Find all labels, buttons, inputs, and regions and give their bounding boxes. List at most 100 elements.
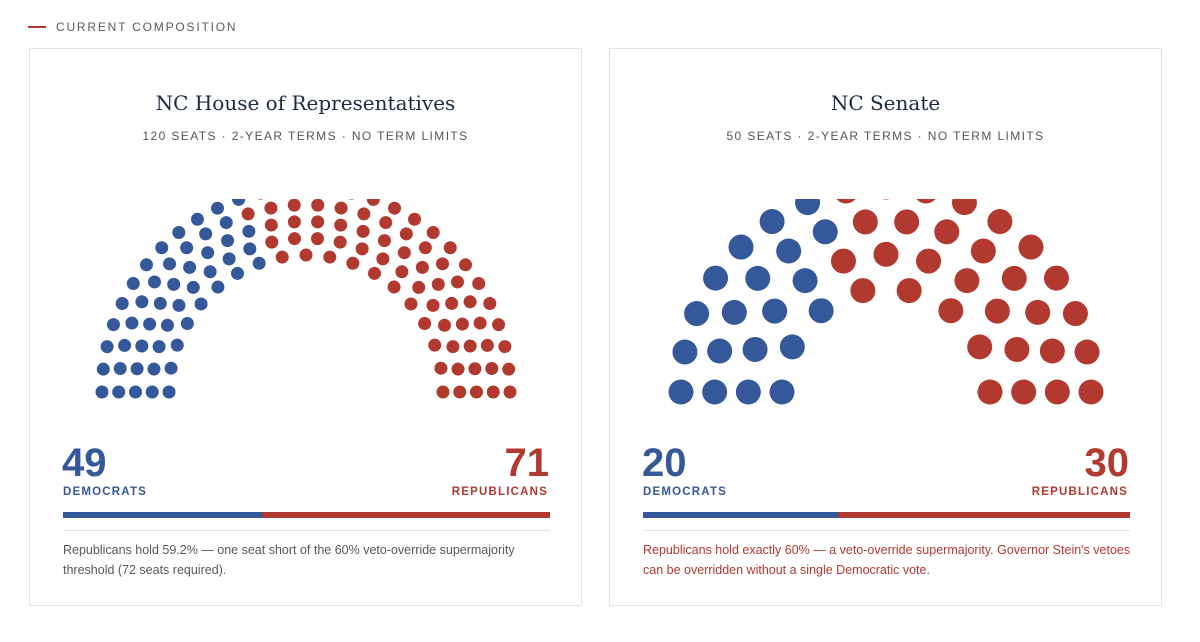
house-split-bar	[63, 512, 550, 518]
seat-democrat	[130, 362, 144, 376]
seat-republican	[458, 258, 472, 272]
seat-democrat	[672, 339, 698, 365]
seat-democrat	[684, 301, 710, 327]
seat-republican	[1011, 379, 1037, 405]
senate-note: Republicans hold exactly 60% — a veto-ov…	[643, 543, 1131, 577]
seat-democrat	[219, 216, 233, 230]
seat-republican	[408, 212, 422, 226]
seat-republican	[894, 209, 920, 235]
seat-republican	[288, 232, 302, 246]
seat-democrat	[115, 296, 129, 310]
seat-republican	[954, 268, 980, 294]
seat-republican	[852, 209, 878, 235]
seat-democrat	[162, 385, 176, 399]
senate-card: NC Senate 50 SEATS · 2-YEAR TERMS · NO T…	[609, 48, 1162, 606]
seat-republican	[483, 296, 497, 310]
seat-democrat	[135, 339, 149, 353]
seat-republican	[241, 207, 255, 221]
seat-republican	[265, 235, 279, 249]
senate-title: NC Senate	[830, 91, 941, 115]
seat-democrat	[126, 276, 140, 290]
house-rep-count: 71	[504, 441, 550, 485]
seat-republican	[970, 238, 996, 264]
seat-republican	[473, 316, 487, 330]
house-seat-chart	[95, 199, 517, 399]
seat-republican	[323, 250, 337, 264]
seat-republican	[987, 209, 1013, 235]
seat-democrat	[703, 265, 729, 291]
seat-democrat	[702, 379, 728, 405]
seat-republican	[934, 219, 960, 245]
seat-republican	[850, 278, 876, 304]
senate-split-dem	[643, 512, 838, 518]
seat-republican	[1025, 299, 1051, 325]
seat-republican	[502, 362, 516, 376]
seat-republican	[443, 241, 457, 255]
seat-democrat	[203, 265, 217, 279]
seat-republican	[446, 340, 460, 354]
seat-democrat	[792, 268, 818, 294]
seat-republican	[472, 276, 486, 290]
house-dem-count: 49	[62, 441, 107, 485]
seat-republican	[275, 250, 289, 264]
seat-democrat	[795, 199, 821, 216]
seat-republican	[426, 298, 440, 312]
seat-democrat	[95, 385, 109, 399]
seat-republican	[377, 234, 391, 248]
seat-republican	[498, 340, 512, 354]
seat-republican	[438, 318, 452, 332]
seat-democrat	[180, 241, 194, 255]
seat-republican	[418, 241, 432, 255]
seat-republican	[1074, 339, 1100, 365]
seat-democrat	[762, 298, 788, 324]
house-title: NC House of Representatives	[155, 91, 456, 115]
seat-republican	[455, 317, 469, 331]
seat-democrat	[252, 256, 266, 270]
seat-republican	[436, 385, 450, 399]
seat-democrat	[145, 385, 159, 399]
seat-republican	[356, 224, 370, 238]
seat-democrat	[808, 298, 834, 324]
seat-democrat	[194, 297, 208, 311]
seat-democrat	[118, 338, 132, 352]
seat-republican	[1043, 265, 1069, 291]
seat-republican	[426, 226, 440, 240]
seat-republican	[388, 201, 402, 215]
seat-democrat	[222, 252, 236, 266]
seat-democrat	[221, 234, 235, 248]
seat-democrat	[164, 361, 178, 375]
seat-republican	[404, 297, 418, 311]
senate-subtitle: 50 SEATS · 2-YEAR TERMS · NO TERM LIMITS	[726, 129, 1045, 143]
seat-republican	[492, 318, 506, 332]
seat-democrat	[170, 338, 184, 352]
seat-republican	[299, 248, 313, 262]
seat-republican	[264, 218, 278, 232]
seat-democrat	[728, 234, 754, 260]
seat-republican	[916, 199, 936, 204]
senate-dem-label: DEMOCRATS	[643, 486, 728, 498]
seat-republican	[1078, 379, 1104, 405]
seat-republican	[333, 235, 347, 249]
seat-republican	[264, 201, 278, 215]
seat-republican	[1062, 301, 1088, 327]
seat-democrat	[148, 275, 162, 289]
seat-democrat	[147, 362, 161, 376]
seat-democrat	[769, 379, 795, 405]
seat-democrat	[190, 212, 204, 226]
senate-dem-count: 20	[642, 441, 687, 485]
seat-democrat	[812, 219, 838, 245]
seat-democrat	[231, 266, 244, 280]
seat-democrat	[707, 338, 733, 364]
seat-republican	[977, 379, 1003, 405]
seat-republican	[916, 248, 942, 274]
seat-republican	[428, 338, 442, 352]
seat-democrat	[232, 199, 246, 206]
seat-democrat	[759, 209, 785, 235]
seat-democrat	[779, 334, 805, 360]
seat-republican	[1004, 336, 1030, 362]
seat-republican	[287, 215, 301, 229]
seat-republican	[485, 362, 499, 376]
seat-republican	[830, 248, 856, 274]
seat-republican	[463, 295, 477, 309]
seat-democrat	[167, 277, 181, 291]
